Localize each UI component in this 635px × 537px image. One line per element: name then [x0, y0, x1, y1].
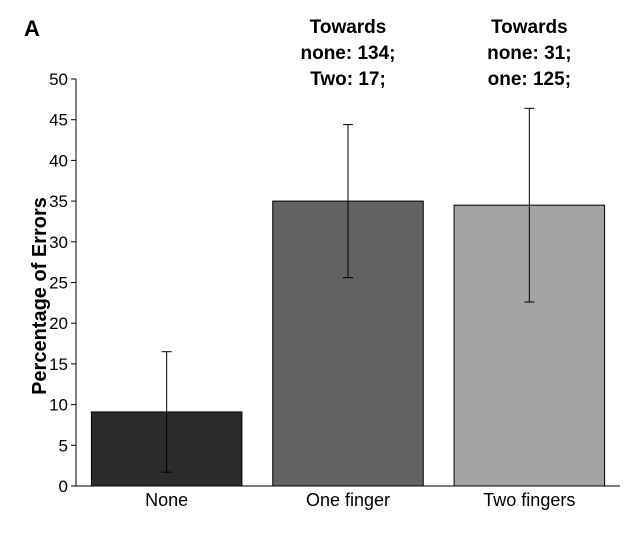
- y-tick-label: 10: [49, 396, 68, 415]
- category-label: Two fingers: [483, 490, 575, 510]
- bar-annotation-line: Towards: [310, 17, 387, 38]
- bar-annotation-line: none: 31;: [487, 43, 571, 64]
- y-tick-label: 20: [49, 314, 68, 333]
- y-tick-label: 15: [49, 355, 68, 374]
- bar-annotations: Towards none: 134; Two: 17; Towards none: 31…: [300, 17, 571, 90]
- bar-annotation-line: Towards: [491, 17, 568, 38]
- y-tick-label: 25: [49, 274, 68, 293]
- error-bars: [161, 107, 535, 473]
- category-label: None: [145, 490, 188, 510]
- bar-annotation-line: Two: 17;: [310, 69, 386, 90]
- panel-label: A: [24, 16, 40, 41]
- bar-annotation-line: one: 125;: [488, 69, 571, 90]
- y-ticks: 0 5 10 15 20 25 30 35 40 45 50: [49, 70, 76, 496]
- category-labels: None One finger Two fingers: [145, 490, 575, 510]
- y-axis-label: Percentage of Errors: [29, 197, 51, 395]
- y-tick-label: 0: [59, 477, 68, 496]
- y-tick-label: 5: [59, 436, 68, 455]
- y-tick-label: 45: [49, 111, 68, 130]
- category-label: One finger: [306, 490, 390, 510]
- y-tick-label: 40: [49, 151, 68, 170]
- y-tick-label: 35: [49, 192, 68, 211]
- y-tick-label: 50: [49, 70, 68, 89]
- bar-annotation-line: none: 134;: [300, 43, 395, 64]
- y-tick-label: 30: [49, 233, 68, 252]
- axes: [75, 79, 620, 487]
